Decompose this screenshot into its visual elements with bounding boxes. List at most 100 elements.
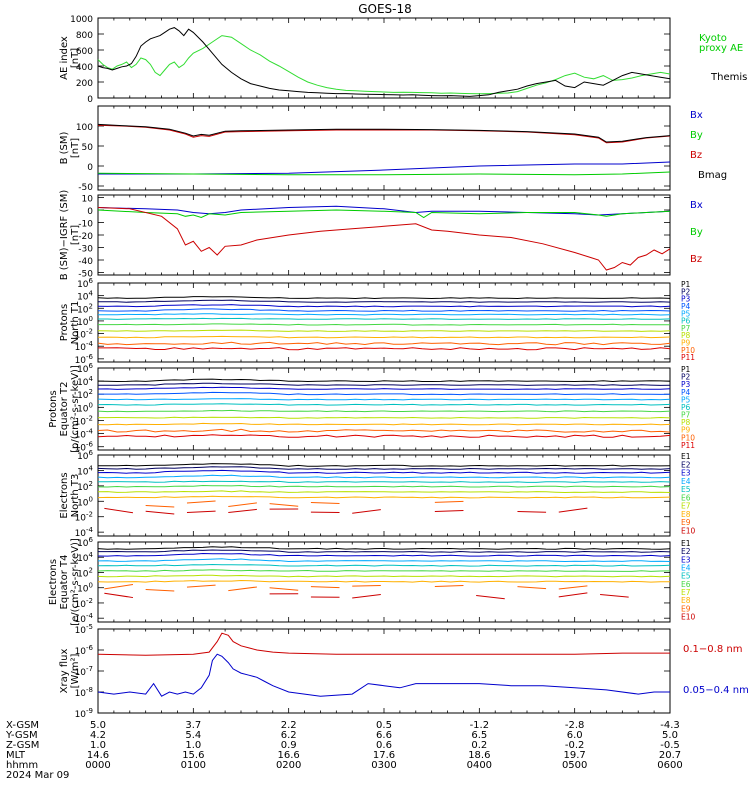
y-tick-label: 200 [76, 79, 93, 89]
legend-entry: E10 [681, 612, 696, 621]
legend-entry: P11 [681, 441, 695, 450]
series-line-pe-2 [98, 387, 670, 389]
series-segment-en [311, 503, 340, 504]
xaxis-tick-label: 0500 [562, 760, 587, 771]
series-segment-ee [517, 587, 546, 589]
y-tick-label: 0 [87, 163, 93, 173]
y-tick-label: 10-9 [75, 707, 93, 720]
series-line-bsm-2 [98, 125, 670, 143]
xaxis-tick-label: 0300 [371, 760, 396, 771]
series-segment-ee [270, 588, 299, 591]
y-tick-label-exponent: 4 [89, 551, 94, 559]
series-segment-ee [559, 586, 588, 589]
series-line-pe-6 [98, 410, 670, 411]
legend-entry: 0.05−0.4 nm [683, 685, 749, 696]
series-line-pn-8 [98, 336, 670, 337]
xaxis-tick-label: 0200 [276, 760, 301, 771]
y-axis-label: B (SM) [59, 131, 70, 164]
series-line-pe-9 [98, 429, 670, 432]
y-tick-label-exponent: 2 [89, 480, 93, 488]
y-tick-label-exponent: 6 [89, 449, 94, 457]
series-segment-en [187, 501, 216, 503]
series-line-pe-5 [98, 404, 670, 405]
y-axis-label: [W/m²] [70, 653, 81, 688]
series-line-ee-1 [98, 550, 670, 552]
y-tick-label: 800 [76, 31, 93, 41]
series-line-pn-6 [98, 324, 670, 325]
y-axis-label: Electrons [59, 472, 70, 518]
y-tick-label-exponent: -6 [86, 644, 94, 652]
legend-entry: Bx [690, 110, 703, 121]
series-segment-en [104, 508, 133, 512]
y-tick-label-exponent: -4 [86, 340, 94, 348]
y-axis-label: North T1 [70, 301, 81, 345]
y-tick-label-exponent: -5 [86, 623, 93, 631]
series-line-bsm-1 [98, 172, 670, 175]
series-segment-ee [352, 585, 381, 586]
series-line-pn-3 [98, 309, 670, 311]
y-tick-label-exponent: 0 [89, 582, 93, 590]
y-tick-label: 50 [82, 143, 94, 153]
y-tick-label-exponent: 0 [89, 315, 93, 323]
series-line-ae-1 [98, 28, 670, 97]
series-line-en-1 [98, 467, 670, 470]
series-line-pn-1 [98, 300, 670, 302]
series-line-en-0 [98, 464, 670, 467]
y-axis-label: North T3 [70, 474, 81, 518]
y-tick-label-base: 10 [75, 710, 87, 720]
y-tick-label-exponent: 6 [89, 362, 94, 370]
series-line-xray-1 [98, 654, 670, 696]
y-tick-label: 0 [87, 207, 93, 217]
y-tick-label: 100 [76, 123, 93, 133]
y-tick-label-exponent: 4 [89, 464, 94, 472]
y-axis-label: Electrons [48, 559, 59, 605]
y-tick-label-exponent: 6 [89, 277, 94, 285]
series-line-pn-0 [98, 297, 670, 299]
series-segment-en [270, 504, 299, 507]
y-axis-label: Protons [59, 304, 70, 341]
panel-frame-ae [98, 18, 670, 98]
y-tick-label-base: 10 [77, 452, 89, 462]
xaxis-tick-label: 0600 [657, 760, 682, 771]
y-axis-label: [e/(cm²-s-sr-keV)] [70, 538, 81, 626]
legend-entry: Bz [690, 254, 702, 265]
series-segment-en [352, 510, 381, 514]
panel-frame-en [98, 455, 670, 536]
y-tick-label-base: 10 [77, 280, 89, 290]
y-axis-label: Xray flux [59, 649, 70, 694]
y-axis-label: Equator T2 [59, 382, 70, 437]
y-tick-label-exponent: 4 [89, 375, 94, 383]
y-tick-label-exponent: -9 [86, 707, 93, 715]
series-line-xray-0 [98, 633, 670, 655]
series-segment-ee [476, 595, 505, 598]
legend-entry: Bmag [698, 170, 727, 181]
y-tick-label-exponent: -4 [86, 612, 94, 620]
y-tick-label-exponent: 2 [89, 566, 93, 574]
panel-frame-bigrf [98, 195, 670, 275]
series-segment-ee [352, 594, 381, 598]
series-line-ee-4 [98, 565, 670, 567]
series-line-ee-2 [98, 554, 670, 557]
series-line-pn-10 [98, 348, 670, 350]
y-tick-label-exponent: -8 [86, 686, 93, 694]
y-tick-label-exponent: 0 [89, 401, 93, 409]
series-line-pe-7 [98, 417, 670, 418]
xaxis-date: 2024 Mar 09 [6, 770, 69, 781]
y-tick-label-exponent: 2 [89, 302, 93, 310]
series-line-pn-7 [98, 330, 670, 331]
y-axis-label: [nT] [70, 225, 81, 245]
y-tick-label-exponent: 2 [89, 388, 93, 396]
series-segment-ee [435, 586, 464, 587]
series-segment-en [228, 509, 257, 512]
series-segment-ee [600, 595, 629, 598]
xaxis-tick-label: 0100 [181, 760, 206, 771]
y-tick-label-base: 10 [75, 689, 87, 699]
xaxis-tick-label: 0400 [467, 760, 492, 771]
y-tick-label-exponent: -4 [86, 526, 94, 534]
y-axis-label: [p/(cm²-s-sr-keV)] [70, 365, 81, 453]
series-segment-ee [559, 593, 588, 597]
legend-entry: Bx [690, 200, 703, 211]
series-line-pn-5 [98, 318, 670, 319]
